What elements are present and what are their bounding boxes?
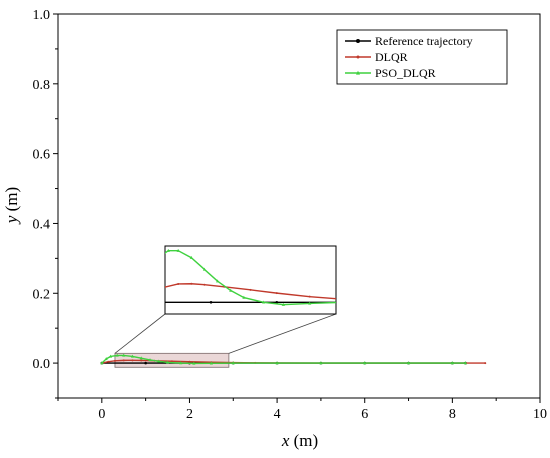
inset-series-pso-dlqr-point xyxy=(202,267,207,271)
inset-series-reference-trajectory-point xyxy=(341,301,344,304)
series-pso-dlqr-point xyxy=(275,361,279,365)
series-pso-dlqr-point xyxy=(108,354,113,358)
series-pso-dlqr-point xyxy=(179,361,183,365)
inset-series-dlqr-point xyxy=(144,301,146,303)
x-tick-label: 0 xyxy=(98,407,105,422)
series-pso-dlqr-point xyxy=(165,360,170,364)
x-tick-label: 8 xyxy=(449,407,456,422)
inset-series-reference-trajectory-point xyxy=(144,301,147,304)
legend-label: DLQR xyxy=(375,50,408,64)
legend-swatch-marker xyxy=(356,55,360,59)
series-dlqr-point xyxy=(170,360,173,363)
inset-series-pso-dlqr-point xyxy=(189,255,193,259)
series-pso-dlqr-point xyxy=(157,359,161,363)
inset-series-pso-dlqr-point xyxy=(341,300,344,303)
legend-swatch-marker xyxy=(356,39,360,43)
axes-layer: 0 2 4 6 8 10 0.0 0.2 0.4 0.6 0.8 1.0 xyxy=(33,8,548,422)
inset-series-pso-dlqr-point xyxy=(229,288,233,292)
legend-label: Reference trajectory xyxy=(375,34,473,48)
series-pso-dlqr-point xyxy=(450,361,454,365)
inset-series-dlqr-point xyxy=(249,288,252,291)
inset-series-pso-dlqr-point xyxy=(262,300,266,304)
x-tick-label: 6 xyxy=(361,407,368,422)
series-pso-dlqr-point xyxy=(122,353,126,357)
series-pso-dlqr-point xyxy=(209,361,213,365)
inset-series-pso-dlqr-point xyxy=(150,272,153,275)
series-pso-dlqr-point xyxy=(100,361,104,365)
series-dlqr-point xyxy=(484,362,487,365)
series-pso-dlqr-point xyxy=(406,361,411,365)
y-tick-label: 0.4 xyxy=(33,217,51,232)
series-layer xyxy=(100,353,487,365)
zoom-connector xyxy=(114,313,166,354)
series-dlqr-point xyxy=(188,360,191,363)
x-tick-label: 4 xyxy=(274,407,281,422)
inset-series-reference-trajectory-point xyxy=(275,300,279,304)
inset-series-pso-dlqr-point xyxy=(216,279,220,283)
series-pso-dlqr-point xyxy=(363,361,367,365)
series-dlqr-point xyxy=(107,360,110,363)
inset-series-pso-dlqr-point xyxy=(281,302,285,306)
legend-swatch-marker xyxy=(356,70,360,75)
y-tick-label: 0.8 xyxy=(33,78,51,93)
inset-series-dlqr-point xyxy=(203,283,206,286)
legend-label: PSO_DLQR xyxy=(375,66,436,80)
inset-series-pso-dlqr-point xyxy=(166,248,170,252)
inset-series-dlqr-point xyxy=(308,295,311,298)
series-pso-dlqr-line xyxy=(101,354,466,365)
y-axis-title: y (m) xyxy=(2,187,21,225)
series-dlqr-point xyxy=(140,359,143,362)
inset-series-dlqr-point xyxy=(165,286,166,289)
inset-series-dlqr-point xyxy=(190,282,193,285)
inset-series-dlqr-point xyxy=(342,298,344,300)
x-tick-label: 10 xyxy=(533,407,547,422)
inset-series-pso-dlqr-line xyxy=(165,249,336,306)
inset-series-dlqr-point xyxy=(177,282,180,285)
inset-series-dlqr-point xyxy=(275,292,278,295)
inset-series-pso-dlqr-point xyxy=(144,300,147,303)
y-tick-label: 1.0 xyxy=(33,8,51,23)
inset-series-pso-dlqr-point xyxy=(242,295,246,299)
y-tick-label: 0.0 xyxy=(33,357,51,372)
inset-series-reference-trajectory-point xyxy=(209,300,213,304)
series-dlqr-point xyxy=(122,359,125,362)
inset-series-pso-dlqr-point xyxy=(157,256,160,259)
x-tick-label: 2 xyxy=(186,407,193,422)
inset-series-pso-dlqr-point xyxy=(308,301,312,305)
series-pso-dlqr-point xyxy=(130,354,135,358)
y-tick-label: 0.6 xyxy=(33,148,51,163)
series-pso-dlqr-point xyxy=(231,361,235,365)
zoom-connector xyxy=(228,313,337,354)
series-pso-dlqr-point xyxy=(115,353,119,357)
plot-frame xyxy=(57,13,541,399)
x-axis-title: x (m) xyxy=(281,431,318,450)
series-pso-dlqr-point xyxy=(319,361,323,365)
inset-series-pso-dlqr-point xyxy=(176,248,180,252)
series-pso-dlqr-point xyxy=(148,358,152,362)
series-pso-dlqr-point xyxy=(139,356,143,360)
series-dlqr-point xyxy=(113,359,116,362)
y-tick-label: 0.2 xyxy=(33,287,51,302)
series-pso-dlqr-point xyxy=(463,361,468,365)
inset-layer xyxy=(114,245,344,354)
inset-series xyxy=(144,248,344,306)
series-reference-trajectory-point xyxy=(144,361,147,365)
series-pso-dlqr-point xyxy=(104,357,108,361)
series-pso-dlqr-point xyxy=(192,361,196,365)
legend-layer: Reference trajectory DLQR PSO_DLQR xyxy=(336,29,508,85)
series-dlqr-point xyxy=(131,359,134,362)
inset-series-dlqr-point xyxy=(154,292,156,294)
